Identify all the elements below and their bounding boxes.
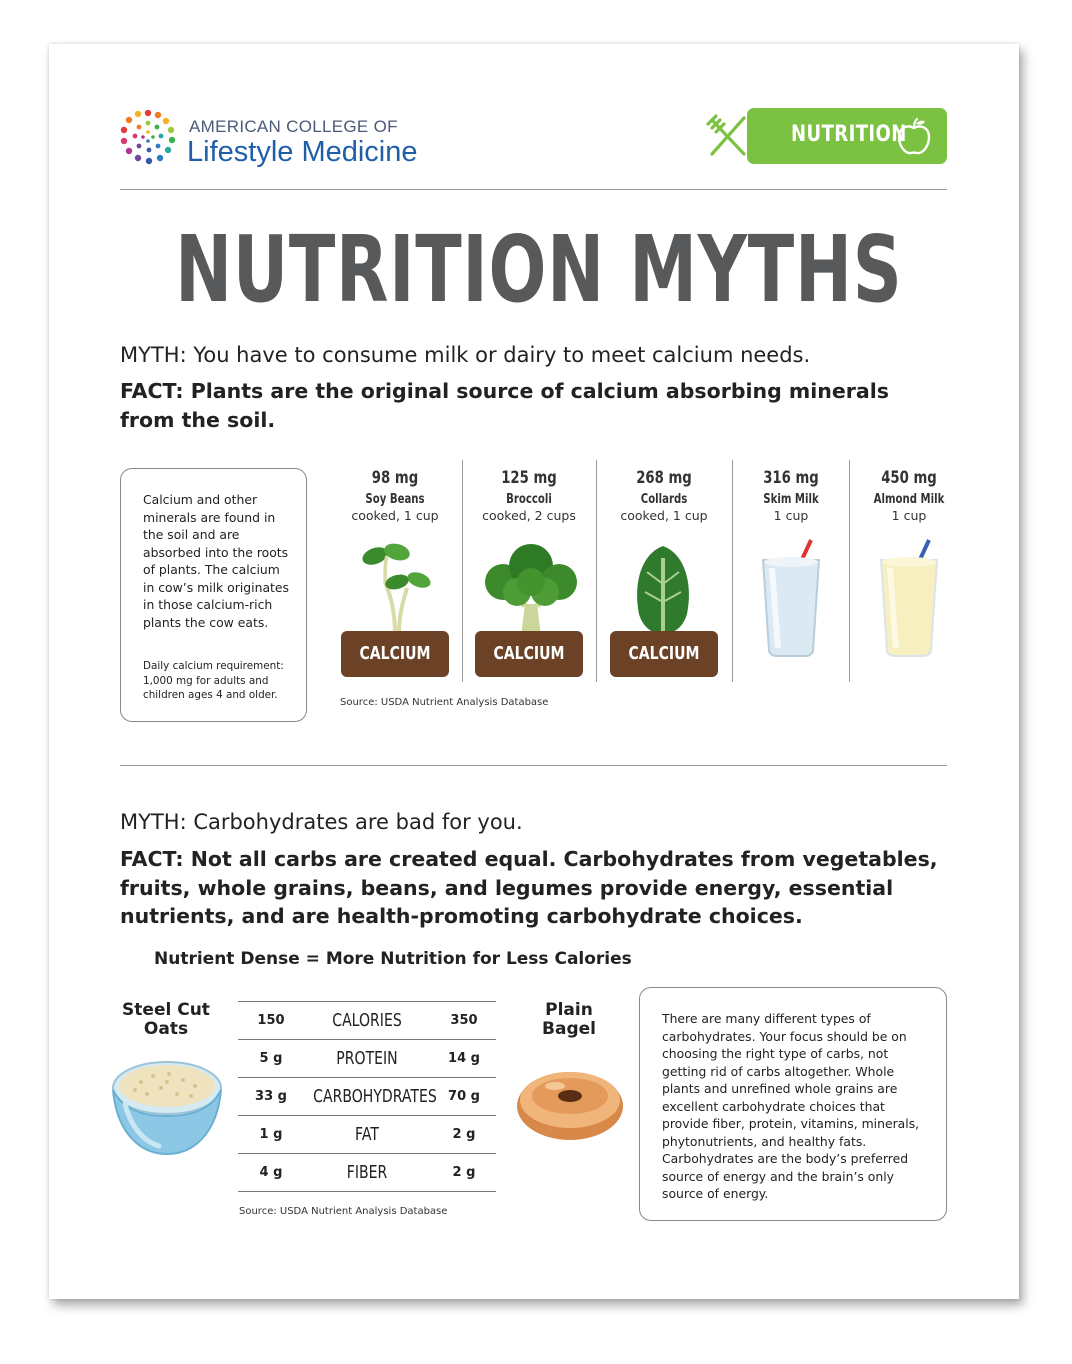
oats-label-line2: Oats bbox=[143, 1019, 189, 1039]
fact-calcium: FACT: Plants are the original source of … bbox=[120, 377, 889, 434]
food-name: Collards bbox=[640, 492, 688, 507]
food-almond-milk: 450 mg Almond Milk 1 cup bbox=[859, 468, 959, 523]
logo-org-name-main: Lifestyle Medicine bbox=[187, 136, 418, 168]
nutrition-category-badge: NUTRITION bbox=[747, 108, 947, 164]
almond-milk-glass-icon bbox=[879, 539, 939, 657]
bagel-value: 70 g bbox=[448, 1089, 480, 1104]
fact-calcium-line2: from the soil. bbox=[120, 407, 276, 432]
header-divider bbox=[120, 189, 947, 190]
nutrient-name: PROTEIN bbox=[336, 1048, 398, 1069]
calcium-soil-label: CALCIUM bbox=[475, 631, 583, 677]
oats-value: 150 bbox=[257, 1013, 285, 1028]
section-divider bbox=[120, 765, 947, 766]
food-collards: 268 mg Collards cooked, 1 cup bbox=[609, 468, 719, 523]
calcium-soil-label: CALCIUM bbox=[610, 631, 718, 677]
fact-carbs: FACT: Not all carbs are created equal. C… bbox=[120, 845, 938, 931]
bagel-value: 350 bbox=[450, 1013, 478, 1028]
table-row: 4 g FIBER 2 g bbox=[238, 1153, 496, 1192]
fact-calcium-line1: FACT: Plants are the original source of … bbox=[120, 379, 889, 403]
column-divider bbox=[596, 460, 597, 682]
food-amount: 268 mg bbox=[636, 468, 692, 488]
page-title: NUTRITION MYTHS bbox=[175, 216, 903, 323]
nutrient-comparison-table: 150 CALORIES 350 5 g PROTEIN 14 g 33 g C… bbox=[238, 1001, 496, 1192]
fact-carbs-line2: fruits, whole grains, beans, and legumes… bbox=[120, 875, 894, 900]
food-name: Soy Beans bbox=[365, 492, 425, 507]
food-broccoli: 125 mg Broccoli cooked, 2 cups bbox=[474, 468, 584, 523]
food-portion: cooked, 1 cup bbox=[351, 508, 439, 523]
calcium-source-note: Source: USDA Nutrient Analysis Database bbox=[340, 697, 549, 708]
food-amount: 316 mg bbox=[763, 468, 819, 488]
bagel-value: 14 g bbox=[448, 1051, 480, 1066]
bagel-label-line1: Plain bbox=[545, 1000, 593, 1020]
column-divider bbox=[732, 460, 733, 682]
table-row: 1 g FAT 2 g bbox=[238, 1115, 496, 1153]
food-portion: cooked, 1 cup bbox=[620, 508, 708, 523]
oats-value: 4 g bbox=[259, 1165, 283, 1180]
column-divider bbox=[849, 460, 850, 682]
collard-leaf-icon bbox=[637, 546, 689, 634]
fact-carbs-line3: nutrients, and are health-promoting carb… bbox=[120, 904, 803, 928]
table-row: 150 CALORIES 350 bbox=[238, 1001, 496, 1039]
soil-label-text: CALCIUM bbox=[359, 643, 431, 664]
nutrient-name: CARBOHYDRATES bbox=[313, 1086, 437, 1107]
apple-icon bbox=[897, 117, 931, 155]
steel-cut-oats-label: Steel Cut Oats bbox=[111, 1001, 221, 1039]
food-amount: 98 mg bbox=[371, 468, 419, 488]
bagel-label-line2: Bagel bbox=[542, 1019, 596, 1039]
food-amount: 125 mg bbox=[501, 468, 557, 488]
logo-org-name-top: AMERICAN COLLEGE OF bbox=[189, 117, 398, 136]
oats-label-line1: Steel Cut bbox=[122, 1000, 210, 1020]
bagel-value: 2 g bbox=[452, 1165, 476, 1180]
document-page: AMERICAN COLLEGE OF Lifestyle Medicine N… bbox=[49, 44, 1019, 1299]
food-skim-milk: 316 mg Skim Milk 1 cup bbox=[743, 468, 839, 523]
fact-carbs-line1: FACT: Not all carbs are created equal. C… bbox=[120, 847, 938, 871]
calcium-soil-label: CALCIUM bbox=[341, 631, 449, 677]
calcium-requirement-note: Daily calcium requirement: 1,000 mg for … bbox=[143, 660, 284, 701]
myth-carbs: MYTH: Carbohydrates are bad for you. bbox=[120, 810, 523, 834]
oats-value: 1 g bbox=[259, 1127, 283, 1142]
calcium-info-text: Calcium and other minerals are found in … bbox=[143, 492, 289, 630]
nutrient-dense-heading: Nutrient Dense = More Nutrition for Less… bbox=[154, 949, 632, 969]
nutrient-name: FIBER bbox=[346, 1162, 388, 1183]
nutrient-name: FAT bbox=[355, 1124, 379, 1145]
food-name: Broccoli bbox=[506, 492, 552, 507]
food-soy-beans: 98 mg Soy Beans cooked, 1 cup bbox=[339, 468, 451, 523]
acl-logo-icon bbox=[120, 109, 176, 165]
food-portion: 1 cup bbox=[891, 508, 927, 523]
carbs-info-box: There are many different types of carboh… bbox=[639, 987, 947, 1221]
food-name: Almond Milk bbox=[873, 492, 945, 507]
food-portion: 1 cup bbox=[773, 508, 809, 523]
food-name: Skim Milk bbox=[763, 492, 819, 507]
calcium-info-box: Calcium and other minerals are found in … bbox=[120, 468, 307, 722]
soil-label-text: CALCIUM bbox=[493, 643, 565, 664]
food-portion: cooked, 2 cups bbox=[482, 508, 576, 523]
column-divider bbox=[462, 460, 463, 682]
fork-knife-icon bbox=[706, 114, 746, 156]
bagel-icon bbox=[517, 1072, 623, 1140]
table-row: 5 g PROTEIN 14 g bbox=[238, 1039, 496, 1077]
table-row: 33 g CARBOHYDRATES 70 g bbox=[238, 1077, 496, 1115]
oats-value: 5 g bbox=[259, 1051, 283, 1066]
carbs-info-text: There are many different types of carboh… bbox=[662, 1011, 920, 1201]
carbs-source-note: Source: USDA Nutrient Analysis Database bbox=[239, 1206, 448, 1217]
myth-calcium: MYTH: You have to consume milk or dairy … bbox=[120, 343, 811, 367]
soil-label-text: CALCIUM bbox=[628, 643, 700, 664]
plain-bagel-label: Plain Bagel bbox=[519, 1001, 619, 1039]
skim-milk-glass-icon bbox=[761, 539, 821, 657]
oats-bowl-icon bbox=[112, 1061, 222, 1156]
food-amount: 450 mg bbox=[881, 468, 937, 488]
soy-sprout-icon bbox=[362, 543, 431, 634]
broccoli-icon bbox=[485, 544, 577, 636]
badge-label: NUTRITION bbox=[791, 122, 907, 147]
nutrient-name: CALORIES bbox=[332, 1010, 402, 1031]
bagel-value: 2 g bbox=[452, 1127, 476, 1142]
oats-value: 33 g bbox=[255, 1089, 287, 1104]
